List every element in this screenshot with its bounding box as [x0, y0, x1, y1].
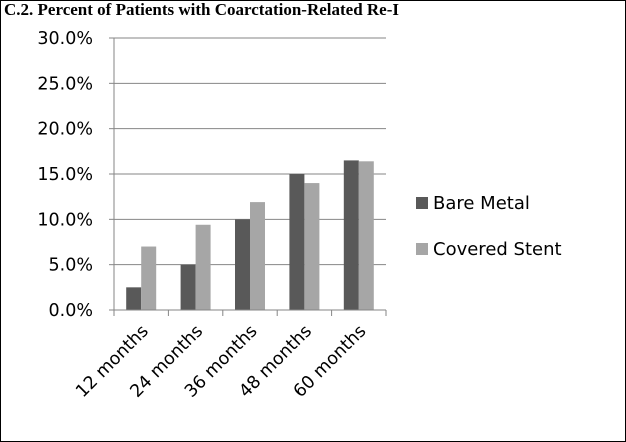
bars — [126, 160, 374, 310]
bar-covered-stent — [141, 246, 157, 310]
y-tick-label: 5.0% — [49, 256, 93, 276]
bar-covered-stent — [358, 161, 374, 310]
axes — [113, 38, 386, 311]
gridlines — [114, 37, 386, 266]
y-tick-label: 15.0% — [37, 165, 93, 185]
legend: Bare Metal Covered Stent — [416, 193, 562, 260]
bar-bare-metal — [180, 264, 196, 310]
y-tick-label: 0.0% — [49, 301, 93, 321]
y-tick-label: 25.0% — [37, 74, 93, 94]
bar-bare-metal — [343, 160, 359, 310]
bar-covered-stent — [195, 224, 211, 310]
legend-swatch — [416, 197, 428, 209]
y-axis-ticks: 0.0% 5.0% 10.0% 15.0% 20.0% 25.0% 30.0% — [37, 29, 114, 321]
y-tick-label: 10.0% — [37, 210, 93, 230]
y-tick-label: 20.0% — [37, 120, 93, 140]
bar-bare-metal — [289, 174, 305, 310]
chart-title: C.2. Percent of Patients with Coarctatio… — [4, 0, 399, 19]
y-tick-label: 30.0% — [37, 29, 93, 49]
bar-covered-stent — [304, 183, 320, 310]
bar-bare-metal — [235, 219, 250, 310]
legend-label: Bare Metal — [433, 193, 530, 214]
legend-swatch — [416, 243, 428, 255]
bar-covered-stent — [250, 202, 265, 310]
bar-bare-metal — [126, 287, 142, 310]
legend-label: Covered Stent — [433, 239, 562, 260]
